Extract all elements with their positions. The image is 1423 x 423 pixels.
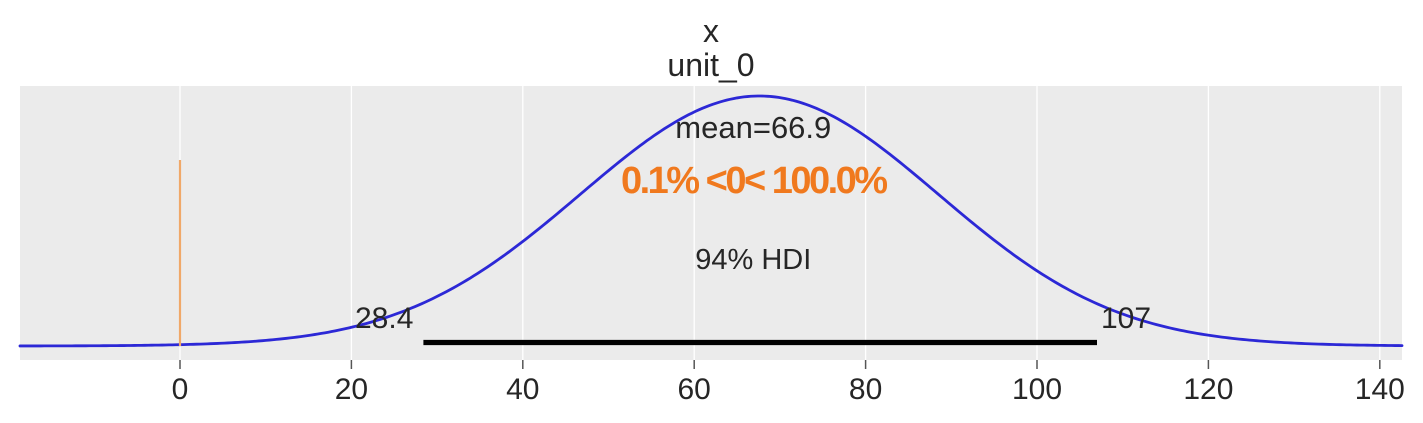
svg-text:28.4: 28.4 xyxy=(355,302,413,335)
svg-text:20: 20 xyxy=(335,373,368,406)
svg-text:60: 60 xyxy=(678,373,711,406)
svg-text:0.1% <0< 100.0%: 0.1% <0< 100.0% xyxy=(621,160,887,202)
svg-text:40: 40 xyxy=(506,373,539,406)
svg-text:unit_0: unit_0 xyxy=(667,47,754,83)
svg-text:80: 80 xyxy=(849,373,882,406)
svg-text:140: 140 xyxy=(1355,373,1405,406)
svg-text:0: 0 xyxy=(172,373,189,406)
svg-text:120: 120 xyxy=(1183,373,1233,406)
svg-text:x: x xyxy=(703,13,719,49)
svg-text:94% HDI: 94% HDI xyxy=(695,244,811,276)
svg-text:100: 100 xyxy=(1012,373,1062,406)
svg-text:107: 107 xyxy=(1101,302,1151,335)
svg-text:mean=66.9: mean=66.9 xyxy=(675,110,831,145)
